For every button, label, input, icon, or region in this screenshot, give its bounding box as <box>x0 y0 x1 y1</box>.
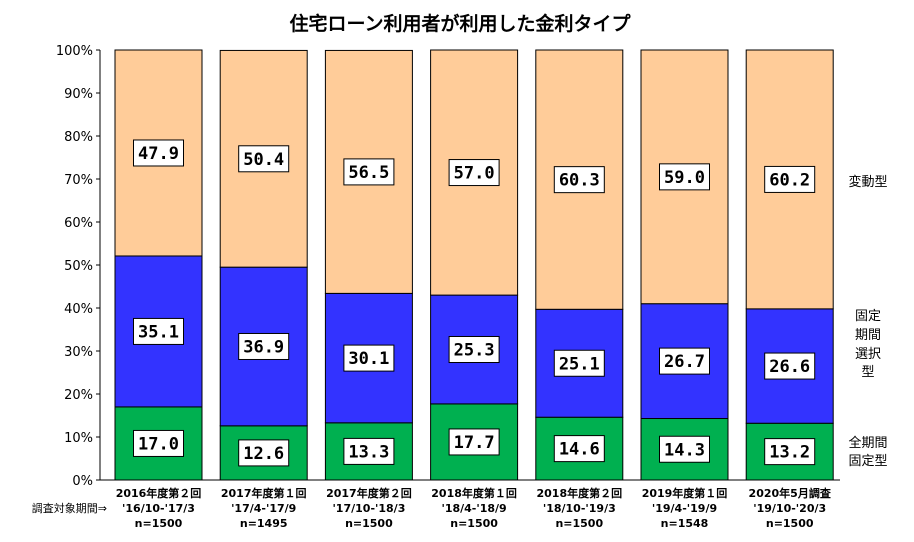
data-label: 26.7 <box>664 352 705 372</box>
data-label-box <box>343 344 395 372</box>
data-label-box <box>553 349 605 377</box>
legend-entry: 全期間 <box>848 435 887 451</box>
data-label-box <box>448 428 500 456</box>
data-label-box <box>553 435 605 463</box>
data-label-box <box>659 347 710 375</box>
data-label-box <box>764 438 816 466</box>
y-tick-label: 20% <box>64 388 93 403</box>
x-tick-survey: 2018年度第１回 <box>431 486 517 500</box>
x-tick-n: n=1500 <box>135 517 183 530</box>
data-label-box <box>133 317 184 345</box>
x-tick-period: '17/4-'17/9 <box>231 502 296 515</box>
data-label-box <box>659 435 710 463</box>
x-tick-survey: 2017年度第１回 <box>221 486 307 500</box>
data-label: 25.1 <box>559 354 600 374</box>
x-tick-n: n=1548 <box>661 517 709 530</box>
data-label: 13.3 <box>348 442 389 462</box>
y-tick-label: 0% <box>72 474 93 489</box>
x-tick-survey: 2017年度第２回 <box>326 486 412 500</box>
legend-entry: 選択 <box>855 347 881 362</box>
data-label: 47.9 <box>138 144 179 164</box>
data-label: 14.6 <box>559 440 600 460</box>
legend-entry: 期間 <box>855 328 881 343</box>
data-label-box <box>659 163 710 191</box>
y-tick-label: 10% <box>64 431 93 446</box>
data-label: 17.0 <box>138 434 179 454</box>
data-label-box <box>133 429 184 457</box>
data-label: 35.1 <box>138 322 179 342</box>
x-tick-survey: 2018年度第２回 <box>536 486 622 500</box>
data-label: 60.2 <box>769 170 810 190</box>
x-tick-period: '16/10-'17/3 <box>122 502 195 515</box>
data-label-box <box>343 437 395 465</box>
chart-title: 住宅ローン利用者が利用した金利タイプ <box>289 12 631 35</box>
data-label: 36.9 <box>243 337 284 357</box>
data-label: 14.3 <box>664 440 705 460</box>
x-tick-n: n=1500 <box>555 517 603 530</box>
data-label: 57.0 <box>454 164 495 184</box>
y-tick-label: 80% <box>64 130 93 145</box>
legend-entry: 変動型 <box>848 174 887 190</box>
data-label: 59.0 <box>664 168 705 188</box>
x-tick-period: '18/10-'19/3 <box>543 502 616 515</box>
x-tick-n: n=1495 <box>240 517 288 530</box>
x-tick-survey: 2020年5月調査 <box>749 486 831 500</box>
x-tick-period: '19/10-'20/3 <box>753 502 826 515</box>
data-label-box <box>448 159 500 187</box>
y-tick-label: 90% <box>64 87 93 102</box>
data-label-box <box>238 332 290 360</box>
legend-entry: 固定型 <box>848 454 887 469</box>
legend-entry: 型 <box>861 365 874 380</box>
x-tick-period: '18/4-'18/9 <box>441 502 506 515</box>
y-tick-label: 40% <box>64 302 93 317</box>
data-label: 26.6 <box>769 357 810 377</box>
data-label-box <box>238 145 290 173</box>
period-prefix: 調査対象期間⇒ <box>32 501 107 515</box>
y-tick-label: 50% <box>64 259 93 274</box>
x-tick-n: n=1500 <box>766 517 814 530</box>
y-tick-label: 30% <box>64 345 93 360</box>
data-label: 60.3 <box>559 171 600 191</box>
legend-entry: 固定 <box>855 309 881 324</box>
data-label: 25.3 <box>454 340 495 360</box>
data-label: 13.2 <box>769 443 810 463</box>
x-tick-survey: 2019年度第１回 <box>642 486 728 500</box>
data-label-box <box>764 352 816 380</box>
y-tick-label: 100% <box>56 44 93 59</box>
data-label: 56.5 <box>348 163 389 183</box>
data-label-box <box>343 158 395 186</box>
data-label: 17.7 <box>454 433 495 453</box>
x-tick-period: '19/4-'19/9 <box>652 502 717 515</box>
x-tick-n: n=1500 <box>345 517 393 530</box>
y-tick-label: 60% <box>64 216 93 231</box>
data-label: 50.4 <box>243 150 284 170</box>
data-label-box <box>553 166 605 194</box>
x-tick-n: n=1500 <box>450 517 498 530</box>
x-tick-survey: 2016年度第２回 <box>116 486 202 500</box>
y-tick-label: 70% <box>64 173 93 188</box>
data-label: 30.1 <box>348 349 389 369</box>
data-label-box <box>448 335 500 363</box>
data-label-box <box>238 439 290 467</box>
data-label-box <box>133 139 184 167</box>
data-label: 12.6 <box>243 444 284 464</box>
data-label-box <box>764 165 816 193</box>
x-tick-period: '17/10-'18/3 <box>332 502 405 515</box>
